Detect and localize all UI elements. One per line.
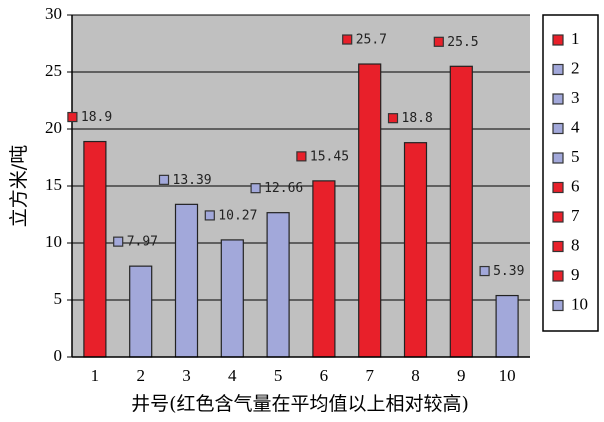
legend-swatch <box>552 63 564 76</box>
x-tick-label: 2 <box>136 366 145 385</box>
bar <box>312 180 336 358</box>
legend-label: 3 <box>571 88 580 107</box>
x-tick-label: 6 <box>320 366 329 385</box>
legend-box <box>542 14 599 332</box>
bar <box>495 294 519 358</box>
legend-swatch <box>552 299 564 312</box>
y-tick-label: 0 <box>54 346 63 365</box>
y-tick-label: 20 <box>45 118 62 137</box>
legend-swatch <box>552 93 564 105</box>
value-label: 15.45 <box>310 149 349 164</box>
label-marker <box>158 174 170 185</box>
bar <box>174 203 199 358</box>
x-tick-label: 8 <box>411 366 420 385</box>
x-tick-label: 1 <box>91 366 100 385</box>
legend-swatch <box>552 181 564 194</box>
legend-swatch <box>552 122 564 135</box>
y-tick-label: 15 <box>45 175 62 194</box>
y-axis-label: 立方米/吨 <box>8 145 30 227</box>
bar <box>220 239 244 358</box>
legend-swatch <box>552 152 564 164</box>
legend-swatch <box>552 211 564 223</box>
y-tick-label: 25 <box>45 61 62 80</box>
legend-label: 2 <box>571 58 580 77</box>
label-marker <box>342 34 353 45</box>
x-tick-label: 7 <box>365 366 374 385</box>
legend-label: 6 <box>571 176 580 195</box>
legend-label: 9 <box>571 265 580 284</box>
legend-swatch <box>552 270 564 282</box>
value-label: 10.27 <box>218 208 257 223</box>
legend-label: 8 <box>571 235 580 254</box>
x-tick-label: 9 <box>457 366 466 385</box>
x-axis-label: 井号(红色含气量在平均值以上相对较高) <box>131 393 469 415</box>
legend-label: 7 <box>571 206 580 225</box>
legend-label: 1 <box>571 29 580 48</box>
legend-label: 10 <box>571 294 588 313</box>
bar <box>449 65 473 358</box>
label-marker <box>479 265 490 277</box>
value-label: 18.9 <box>81 110 112 125</box>
label-marker <box>250 183 261 194</box>
x-tick-label: 3 <box>182 366 191 385</box>
x-tick-label: 10 <box>499 366 516 385</box>
value-label: 25.7 <box>356 33 387 48</box>
value-label: 25.5 <box>447 35 478 50</box>
y-tick-label: 5 <box>54 289 63 308</box>
legend-label: 5 <box>571 147 580 166</box>
bar <box>83 140 107 358</box>
label-marker <box>67 111 78 123</box>
y-tick-label: 10 <box>45 232 62 251</box>
label-marker <box>113 236 124 247</box>
x-tick-label: 5 <box>274 366 283 385</box>
label-marker <box>433 36 444 47</box>
legend-label: 4 <box>571 117 580 136</box>
label-marker <box>204 210 215 221</box>
label-marker <box>296 151 307 162</box>
value-label: 7.97 <box>127 235 158 250</box>
legend-swatch <box>552 34 564 46</box>
x-tick-label: 4 <box>228 366 237 385</box>
legend-swatch <box>552 240 564 253</box>
y-tick-label: 30 <box>45 4 62 23</box>
value-label: 5.39 <box>493 264 524 279</box>
value-label: 13.39 <box>173 173 212 188</box>
bar <box>358 63 382 358</box>
bar <box>403 142 428 358</box>
bar <box>129 265 153 358</box>
value-label: 18.8 <box>402 111 433 126</box>
label-marker <box>387 113 399 124</box>
value-label: 12.66 <box>264 181 303 196</box>
bar <box>266 212 290 358</box>
